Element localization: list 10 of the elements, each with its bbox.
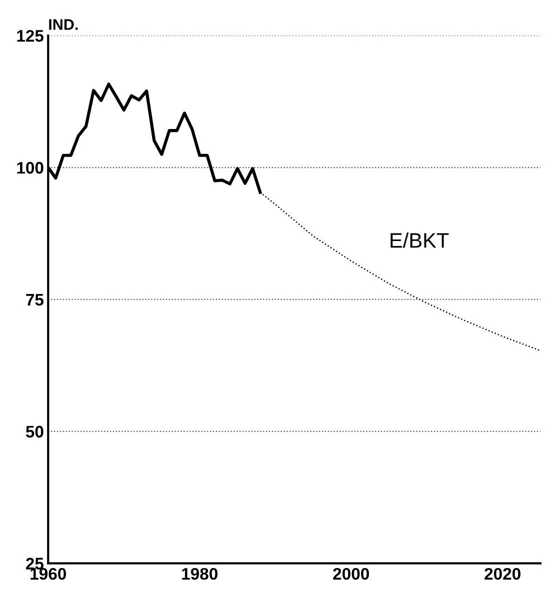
- x-tick-label: 2000: [333, 568, 369, 580]
- y-axis-title: IND.: [49, 19, 78, 30]
- y-tick-label: 125: [17, 30, 44, 42]
- x-tick-label: 2020: [484, 568, 520, 580]
- y-tick-label: 50: [26, 426, 44, 438]
- x-tick-label: 1960: [30, 568, 66, 580]
- series-label: E/BKT: [390, 232, 449, 248]
- y-tick-label: 100: [17, 162, 44, 174]
- x-tick-label: 1980: [182, 568, 218, 580]
- y-tick-label: 75: [26, 294, 44, 306]
